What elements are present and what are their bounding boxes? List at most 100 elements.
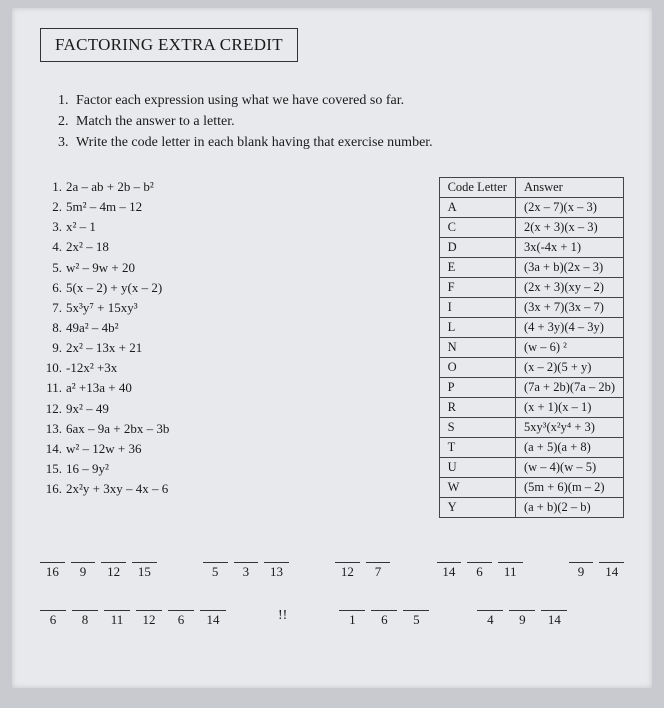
- problem-number: 5.: [40, 258, 62, 278]
- problem-item: 12.9x² – 49: [40, 399, 415, 419]
- code-slot: 11: [498, 562, 523, 578]
- code-letter-cell: D: [439, 238, 515, 258]
- code-slot: 6: [467, 562, 492, 578]
- answer-cell: (3x + 7)(3x – 7): [515, 298, 623, 318]
- problem-expression: x² – 1: [66, 219, 96, 234]
- code-letter-cell: L: [439, 318, 515, 338]
- answer-cell: (2x – 7)(x – 3): [515, 198, 623, 218]
- code-slot: 1: [339, 610, 365, 626]
- problem-expression: 16 – 9y²: [66, 461, 109, 476]
- title-box: FACTORING EXTRA CREDIT: [40, 28, 298, 62]
- code-slot: 4: [477, 610, 503, 626]
- table-row: L(4 + 3y)(4 – 3y): [439, 318, 623, 338]
- problem-number: 14.: [40, 439, 62, 459]
- problem-number: 4.: [40, 237, 62, 257]
- code-letter-cell: T: [439, 438, 515, 458]
- code-slot: 7: [366, 562, 391, 578]
- page-title: FACTORING EXTRA CREDIT: [55, 35, 283, 54]
- answer-cell: (x + 1)(x – 1): [515, 398, 623, 418]
- code-slot: 13: [264, 562, 289, 578]
- table-header-answer: Answer: [515, 178, 623, 198]
- table-row: S5xy³(x²y⁴ + 3): [439, 418, 623, 438]
- answer-cell: 3x(-4x + 1): [515, 238, 623, 258]
- code-slot: 12: [335, 562, 360, 578]
- problem-expression: w² – 12w + 36: [66, 441, 142, 456]
- instruction-item: 1.Factor each expression using what we h…: [58, 90, 624, 111]
- problem-expression: 5x³y⁷ + 15xy³: [66, 300, 138, 315]
- code-slot: 9: [509, 610, 535, 626]
- code-slot: 6: [40, 610, 66, 626]
- code-slot: 5: [403, 610, 429, 626]
- instruction-text: Write the code letter in each blank havi…: [76, 135, 433, 150]
- answer-cell: (3a + b)(2x – 3): [515, 258, 623, 278]
- instructions-list: 1.Factor each expression using what we h…: [58, 90, 624, 153]
- code-slot: 3: [234, 562, 259, 578]
- instruction-number: 1.: [58, 90, 76, 111]
- problem-number: 10.: [40, 358, 62, 378]
- table-row: F(2x + 3)(xy – 2): [439, 278, 623, 298]
- instruction-number: 2.: [58, 111, 76, 132]
- punctuation: !!: [274, 608, 291, 626]
- problem-expression: 2x²y + 3xy – 4x – 6: [66, 481, 168, 496]
- table-row: E(3a + b)(2x – 3): [439, 258, 623, 278]
- code-slot: 6: [168, 610, 194, 626]
- problem-item: 9.2x² – 13x + 21: [40, 338, 415, 358]
- code-slot: 12: [101, 562, 126, 578]
- problem-item: 4.2x² – 18: [40, 237, 415, 257]
- code-slot: 8: [72, 610, 98, 626]
- table-row: N(w – 6) ²: [439, 338, 623, 358]
- code-letter-cell: Y: [439, 498, 515, 518]
- problem-number: 7.: [40, 298, 62, 318]
- answer-cell: (w – 4)(w – 5): [515, 458, 623, 478]
- code-letter-cell: U: [439, 458, 515, 478]
- problem-item: 13.6ax – 9a + 2bx – 3b: [40, 419, 415, 439]
- table-row: O(x – 2)(5 + y): [439, 358, 623, 378]
- problem-number: 1.: [40, 177, 62, 197]
- problem-number: 13.: [40, 419, 62, 439]
- problem-item: 14. w² – 12w + 36: [40, 439, 415, 459]
- problem-expression: 9x² – 49: [66, 401, 109, 416]
- code-letter-cell: F: [439, 278, 515, 298]
- code-line: 1691215531312714611914: [40, 562, 624, 578]
- problems-list: 1.2a – ab + 2b – b²2.5m² – 4m – 123. x² –…: [40, 177, 415, 499]
- problem-number: 3.: [40, 217, 62, 237]
- table-row: D3x(-4x + 1): [439, 238, 623, 258]
- problem-number: 11.: [40, 378, 62, 398]
- problem-expression: -12x² +3x: [66, 360, 117, 375]
- answers-table: Code Letter Answer A(2x – 7)(x – 3)C2(x …: [439, 177, 624, 518]
- answer-cell: 5xy³(x²y⁴ + 3): [515, 418, 623, 438]
- instruction-text: Factor each expression using what we hav…: [76, 93, 404, 108]
- table-row: I(3x + 7)(3x – 7): [439, 298, 623, 318]
- problem-item: 2.5m² – 4m – 12: [40, 197, 415, 217]
- answer-cell: (4 + 3y)(4 – 3y): [515, 318, 623, 338]
- answer-cell: (w – 6) ²: [515, 338, 623, 358]
- table-row: P(7a + 2b)(7a – 2b): [439, 378, 623, 398]
- problem-item: 6.5(x – 2) + y(x – 2): [40, 278, 415, 298]
- code-slot: 16: [40, 562, 65, 578]
- code-letter-cell: I: [439, 298, 515, 318]
- instruction-number: 3.: [58, 132, 76, 153]
- code-slot: 14: [599, 562, 624, 578]
- problem-item: 15. 16 – 9y²: [40, 459, 415, 479]
- problem-item: 5. w² – 9w + 20: [40, 258, 415, 278]
- problem-item: 8.49a² – 4b²: [40, 318, 415, 338]
- code-letter-cell: P: [439, 378, 515, 398]
- problem-number: 2.: [40, 197, 62, 217]
- problem-number: 8.: [40, 318, 62, 338]
- instruction-item: 3.Write the code letter in each blank ha…: [58, 132, 624, 153]
- code-slot: 14: [541, 610, 567, 626]
- code-letter-cell: C: [439, 218, 515, 238]
- problem-number: 15.: [40, 459, 62, 479]
- main-content-row: 1.2a – ab + 2b – b²2.5m² – 4m – 123. x² –…: [40, 177, 624, 518]
- code-letter-cell: W: [439, 478, 515, 498]
- problem-expression: a² +13a + 40: [66, 380, 132, 395]
- problem-number: 9.: [40, 338, 62, 358]
- table-row: C2(x + 3)(x – 3): [439, 218, 623, 238]
- problem-number: 16.: [40, 479, 62, 499]
- problem-item: 1.2a – ab + 2b – b²: [40, 177, 415, 197]
- answer-cell: (2x + 3)(xy – 2): [515, 278, 623, 298]
- problem-item: 3. x² – 1: [40, 217, 415, 237]
- problem-expression: w² – 9w + 20: [66, 260, 135, 275]
- code-slot: 9: [569, 562, 594, 578]
- answer-cell: (x – 2)(5 + y): [515, 358, 623, 378]
